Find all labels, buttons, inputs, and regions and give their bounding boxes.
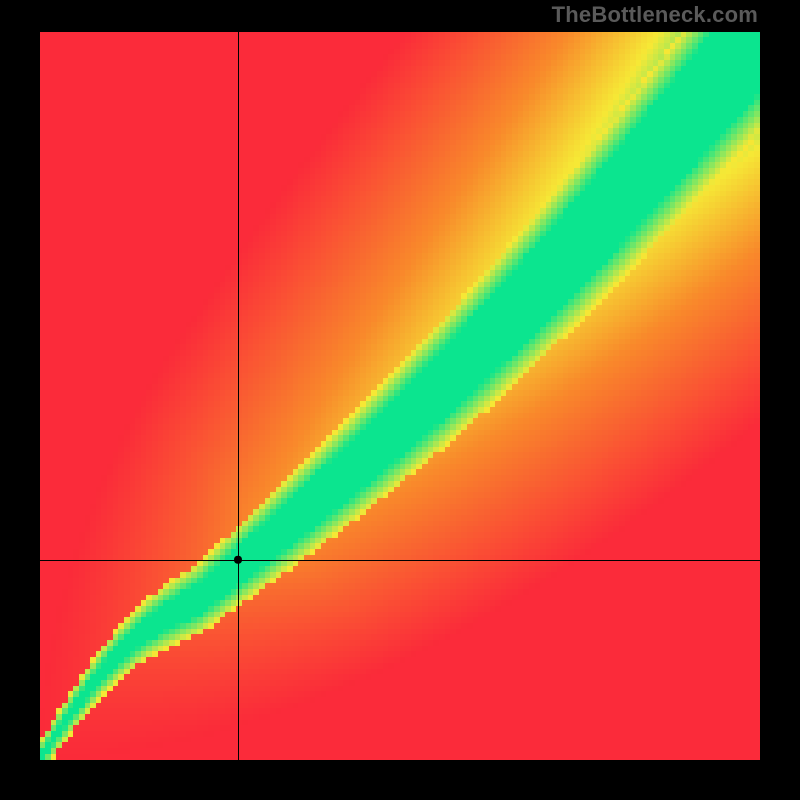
chart-container: TheBottleneck.com <box>0 0 800 800</box>
bottleneck-heatmap <box>40 32 760 760</box>
attribution-label: TheBottleneck.com <box>552 2 758 28</box>
